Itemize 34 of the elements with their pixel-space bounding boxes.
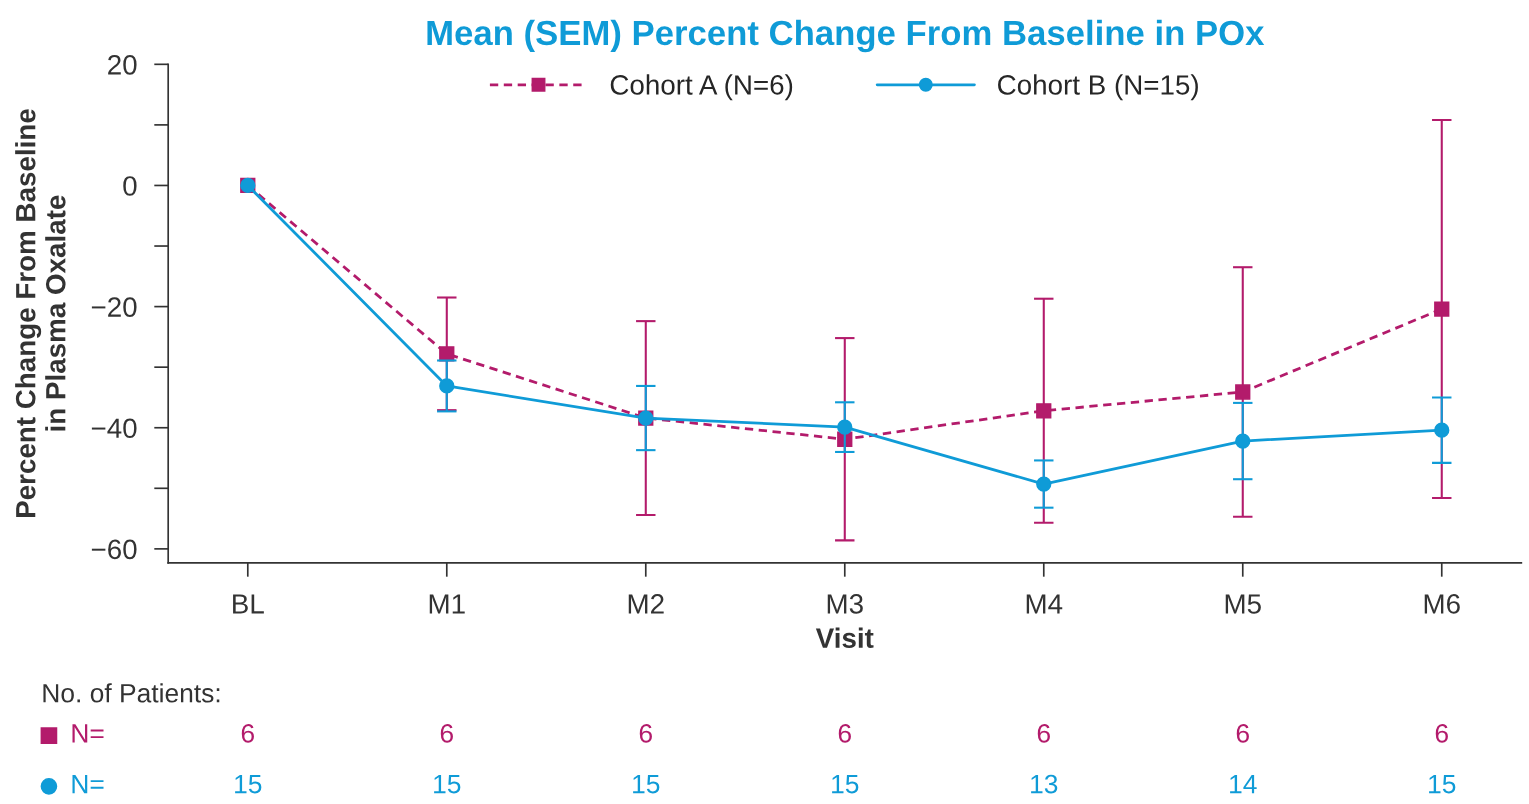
y-tick-label: 0	[123, 176, 137, 196]
text: 6	[1435, 724, 1448, 743]
text: N=	[72, 774, 104, 794]
text: 6	[1037, 724, 1050, 743]
x-tick-label: M3	[827, 594, 863, 614]
text: 15	[832, 774, 859, 794]
x-tick-label: BL	[233, 594, 264, 614]
chart-title: Mean (SEM) Percent Change From Baseline in POx	[427, 19, 1265, 53]
x-tick-label: M4	[1026, 594, 1063, 614]
text: 6	[241, 724, 254, 743]
text: 6	[838, 724, 851, 743]
text: 15	[235, 774, 262, 794]
y-tick-label: −20	[91, 297, 137, 317]
text: 15	[434, 774, 461, 794]
text: 6	[1236, 724, 1249, 743]
text: N=	[72, 724, 104, 743]
text: 6	[440, 724, 453, 743]
y-tick-label: 20	[108, 54, 137, 75]
x-tick-label: M2	[628, 594, 664, 614]
x-tick-label: M6	[1424, 594, 1460, 614]
text: 15	[1429, 774, 1456, 794]
x-axis-title: Visit	[815, 627, 874, 648]
legend-label: Cohort B (N=15)	[998, 74, 1198, 101]
text: 13	[1031, 774, 1058, 794]
y-axis-title: Percent Change From Baseline in Plasma Oxalate	[15, 109, 66, 517]
text: 14	[1230, 774, 1257, 794]
text: 15	[633, 774, 660, 794]
text: No. of Patients:	[43, 683, 220, 703]
text: 6	[639, 724, 652, 743]
y-tick-label: −40	[91, 418, 137, 439]
y-tick-label: −60	[91, 539, 137, 560]
x-tick-label: M1	[429, 594, 465, 614]
legend-label: Cohort A (N=6)	[610, 74, 793, 101]
x-tick-label: M5	[1225, 594, 1261, 614]
